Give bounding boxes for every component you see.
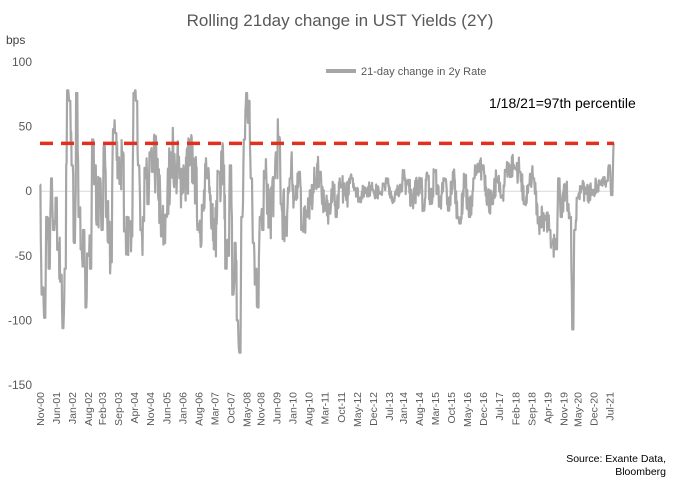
x-tick-label: Feb-03 <box>97 392 109 425</box>
x-tick-label: Jan-10 <box>288 392 300 424</box>
y-tick-label: 0 <box>25 184 32 198</box>
x-tick-label: Jul-13 <box>384 392 396 421</box>
y-tick-label: -100 <box>8 313 32 327</box>
x-tick-label: Sep-18 <box>526 392 538 426</box>
x-tick-label: Nov-04 <box>145 392 157 426</box>
x-tick-label: Mar-15 <box>430 392 442 425</box>
y-tick-label: 50 <box>19 120 33 134</box>
x-tick-label: Jan-02 <box>67 392 79 424</box>
x-axis-ticks: Nov-00 Jun-01 Jan-02 Aug-02 Feb-03 Sep-03 Apr-… <box>35 392 616 427</box>
x-tick-label: Mar-07 <box>209 392 221 425</box>
x-tick-label: Jul-17 <box>494 392 506 421</box>
x-tick-label: Jan-06 <box>177 392 189 424</box>
x-tick-label: Jun-01 <box>51 392 63 424</box>
x-tick-label: Apr-04 <box>129 392 141 424</box>
x-tick-label: Oct-15 <box>446 392 458 424</box>
x-tick-label: Sep-03 <box>113 392 125 426</box>
series-line-2y-rate <box>39 89 615 354</box>
x-tick-label: Aug-02 <box>83 392 95 426</box>
x-tick-label: Dec-20 <box>588 392 600 426</box>
x-tick-label: Apr-19 <box>542 392 554 424</box>
source-line-2: Bloomberg <box>615 466 666 478</box>
x-tick-label: Jan-14 <box>398 392 410 424</box>
x-tick-label: Jul-21 <box>604 392 616 421</box>
x-tick-label: Feb-18 <box>510 392 522 425</box>
percentile-annotation: 1/18/21=97th percentile <box>489 95 636 111</box>
legend-label: 21-day change in 2y Rate <box>361 66 486 78</box>
y-axis-ticks: 100 50 0 -50 -100 -150 <box>8 55 32 392</box>
y-tick-label: -50 <box>15 249 33 263</box>
x-tick-label: Aug-10 <box>304 392 316 426</box>
x-tick-label: Nov-19 <box>558 392 570 426</box>
x-tick-label: Oct-07 <box>226 392 238 424</box>
x-tick-label: Oct-11 <box>336 392 348 423</box>
x-tick-label: Aug-06 <box>193 392 205 426</box>
x-tick-label: Aug-14 <box>414 392 426 426</box>
x-tick-label: Nov-00 <box>35 392 47 426</box>
y-tick-label: -150 <box>8 378 32 392</box>
x-tick-label: May-16 <box>462 392 474 427</box>
x-tick-label: Jun-05 <box>161 392 173 424</box>
x-tick-label: Mar-11 <box>320 392 332 425</box>
x-tick-label: Jun-09 <box>271 392 283 424</box>
legend: 21-day change in 2y Rate <box>326 66 486 78</box>
chart-title: Rolling 21day change in UST Yields (2Y) <box>187 11 494 30</box>
source-line-1: Source: Exante Data, <box>566 453 666 465</box>
series-group <box>39 89 615 354</box>
x-tick-label: May-20 <box>572 392 584 427</box>
x-tick-label: Nov-08 <box>255 392 267 426</box>
y-tick-label: 100 <box>12 55 32 69</box>
y-axis-unit-label: bps <box>6 33 25 47</box>
x-tick-label: Dec-12 <box>368 392 380 426</box>
x-tick-label: May-08 <box>242 392 254 427</box>
x-tick-label: Dec-16 <box>478 392 490 426</box>
x-tick-label: May-12 <box>352 392 364 427</box>
